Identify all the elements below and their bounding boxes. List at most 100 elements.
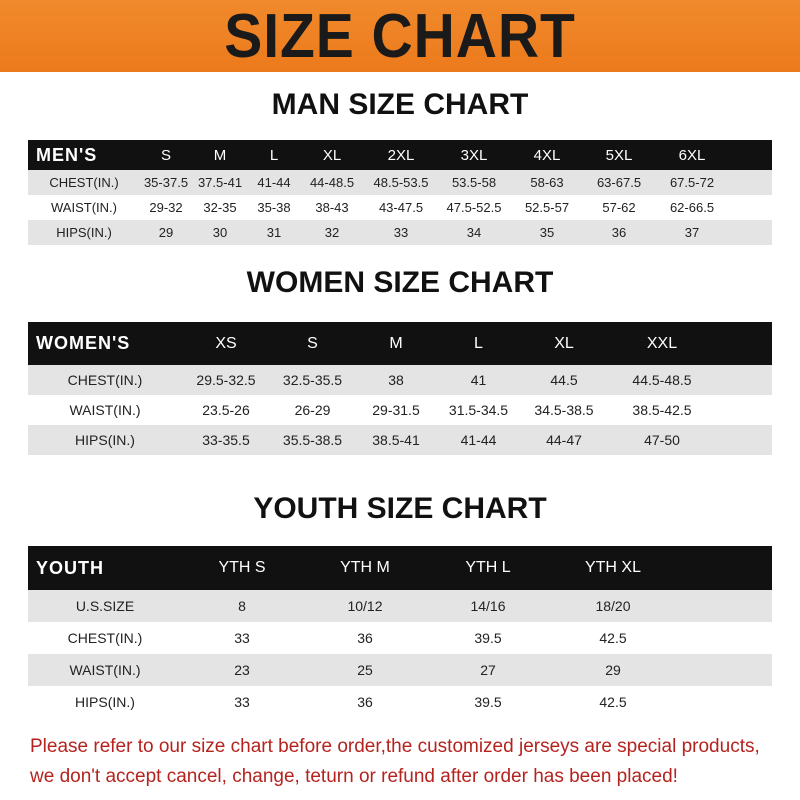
table-row: CHEST(IN.) 33 36 39.5 42.5 bbox=[28, 622, 772, 654]
table-cell: 44-47 bbox=[546, 432, 582, 448]
table-cell: 44.5 bbox=[550, 372, 578, 388]
table-cell: 42.5 bbox=[599, 630, 627, 646]
table-cell: 27 bbox=[480, 662, 496, 678]
table-cell: 29-32 bbox=[149, 200, 183, 215]
table-cell: 37.5-41 bbox=[197, 175, 243, 190]
size-header: M bbox=[213, 146, 227, 164]
row-label: CHEST(IN.) bbox=[49, 175, 119, 190]
table-cell: 43-47.5 bbox=[378, 200, 424, 215]
table-cell: 29 bbox=[605, 662, 621, 678]
table-cell: 33 bbox=[393, 225, 409, 240]
table-cell: 33-35.5 bbox=[202, 432, 250, 448]
size-header: XL bbox=[322, 146, 342, 164]
header-row: WOMEN'S XS S M L XL XXL bbox=[28, 322, 772, 365]
table-cell: 34.5-38.5 bbox=[534, 402, 594, 418]
table-cell: 36 bbox=[611, 225, 627, 240]
table-row: HIPS(IN.) 29 30 31 32 33 34 35 36 37 bbox=[28, 220, 772, 245]
table-cell: 34 bbox=[466, 225, 482, 240]
table-cell: 41-44 bbox=[257, 175, 291, 190]
table-cell: 47-50 bbox=[644, 432, 680, 448]
table-cell: 52.5-57 bbox=[524, 200, 570, 215]
table-row: WAIST(IN.) 29-32 32-35 35-38 38-43 43-47.5 47.… bbox=[28, 195, 772, 220]
table-cell: 39.5 bbox=[474, 694, 502, 710]
notice-line-2: we don't accept cancel, change, teturn o… bbox=[30, 766, 678, 787]
notice-line-1: Please refer to our size chart before or… bbox=[30, 736, 760, 757]
table-cell: 29 bbox=[158, 225, 174, 240]
size-header: 6XL bbox=[678, 146, 706, 164]
table-cell: 33 bbox=[234, 694, 250, 710]
table-cell: 14/16 bbox=[470, 598, 506, 614]
table-cell: 32-35 bbox=[203, 200, 237, 215]
table-cell: 32.5-35.5 bbox=[282, 372, 343, 388]
size-header: M bbox=[389, 334, 403, 352]
table-cell: 33 bbox=[234, 630, 250, 646]
table-cell: 36 bbox=[357, 630, 373, 646]
table-cell: 35-38 bbox=[257, 200, 291, 215]
header-banner: SIZE CHART bbox=[0, 0, 800, 72]
table-cell: 41 bbox=[470, 372, 487, 388]
table-cell: 26-29 bbox=[294, 402, 331, 418]
size-header: YTH S bbox=[218, 559, 266, 576]
row-label: HIPS(IN.) bbox=[75, 694, 135, 710]
table-label: MEN'S bbox=[36, 144, 98, 165]
table-cell: 38-43 bbox=[315, 200, 349, 215]
table-cell: 32 bbox=[324, 225, 340, 240]
size-header: 5XL bbox=[605, 146, 633, 164]
size-header: L bbox=[269, 146, 279, 164]
table-cell: 62-66.5 bbox=[669, 200, 715, 215]
table-cell: 10/12 bbox=[347, 598, 383, 614]
table-cell: 35.5-38.5 bbox=[282, 432, 343, 448]
row-label: HIPS(IN.) bbox=[56, 225, 112, 240]
notice: Please refer to our size chart before or… bbox=[30, 732, 790, 792]
row-label: CHEST(IN.) bbox=[67, 372, 143, 388]
table-cell: 53.5-58 bbox=[451, 175, 497, 190]
table-cell: 48.5-53.5 bbox=[373, 175, 429, 190]
table-cell: 57-62 bbox=[602, 200, 636, 215]
size-header: XS bbox=[215, 334, 237, 352]
header-row: MEN'S S M L XL 2XL 3XL 4XL 5XL 6XL bbox=[28, 140, 772, 170]
youth-table: YOUTH YTH S YTH M YTH L YTH XL U.S.SIZE 8 10/12… bbox=[28, 546, 772, 718]
size-header: YTH L bbox=[465, 559, 511, 576]
size-header: 4XL bbox=[533, 146, 561, 164]
table-cell: 58-63 bbox=[530, 175, 564, 190]
size-header: 3XL bbox=[460, 146, 488, 164]
table-cell: 23.5-26 bbox=[202, 402, 250, 418]
table-row: U.S.SIZE 8 10/12 14/16 18/20 bbox=[28, 590, 772, 622]
table-cell: 67.5-72 bbox=[669, 175, 715, 190]
table-cell: 63-67.5 bbox=[596, 175, 642, 190]
size-header: XXL bbox=[646, 334, 678, 352]
table-label: YOUTH bbox=[36, 557, 104, 578]
table-cell: 29-31.5 bbox=[372, 402, 420, 418]
size-header: 2XL bbox=[387, 146, 415, 164]
table-cell: 23 bbox=[234, 662, 250, 678]
table-cell: 44-48.5 bbox=[309, 175, 355, 190]
women-table: WOMEN'S XS S M L XL XXL CHEST(IN.) 29.5-32.5 32.5… bbox=[28, 322, 772, 455]
men-title: MAN SIZE CHART bbox=[271, 88, 529, 121]
header-row: YOUTH YTH S YTH M YTH L YTH XL bbox=[28, 546, 772, 590]
row-label: HIPS(IN.) bbox=[75, 432, 135, 448]
table-cell: 35 bbox=[539, 225, 555, 240]
table-row: HIPS(IN.) 33 36 39.5 42.5 bbox=[28, 686, 772, 718]
row-label: WAIST(IN.) bbox=[51, 200, 117, 215]
table-row: WAIST(IN.) 23 25 27 29 bbox=[28, 654, 772, 686]
page-title: SIZE CHART bbox=[224, 1, 576, 71]
table-cell: 47.5-52.5 bbox=[446, 200, 502, 215]
size-header: YTH XL bbox=[584, 559, 641, 576]
table-row: CHEST(IN.) 35-37.5 37.5-41 41-44 44-48.5 48.5… bbox=[28, 170, 772, 195]
size-header: S bbox=[307, 334, 318, 352]
table-cell: 38.5-41 bbox=[372, 432, 420, 448]
table-cell: 31.5-34.5 bbox=[448, 402, 509, 418]
table-cell: 41-44 bbox=[460, 432, 497, 448]
table-row: CHEST(IN.) 29.5-32.5 32.5-35.5 38 41 44.5 44.5… bbox=[28, 365, 772, 395]
row-label: WAIST(IN.) bbox=[69, 402, 141, 418]
men-table: MEN'S S M L XL 2XL 3XL 4XL 5XL 6XL CHEST(IN.) 35-37… bbox=[28, 140, 772, 245]
table-cell: 31 bbox=[266, 225, 282, 240]
table-cell: 29.5-32.5 bbox=[196, 372, 256, 388]
table-cell: 18/20 bbox=[595, 598, 631, 614]
table-cell: 36 bbox=[357, 694, 373, 710]
youth-title: YOUTH SIZE CHART bbox=[253, 492, 547, 525]
table-cell: 44.5-48.5 bbox=[632, 372, 692, 388]
table-cell: 37 bbox=[684, 225, 700, 240]
row-label: WAIST(IN.) bbox=[69, 662, 141, 678]
table-cell: 42.5 bbox=[599, 694, 627, 710]
